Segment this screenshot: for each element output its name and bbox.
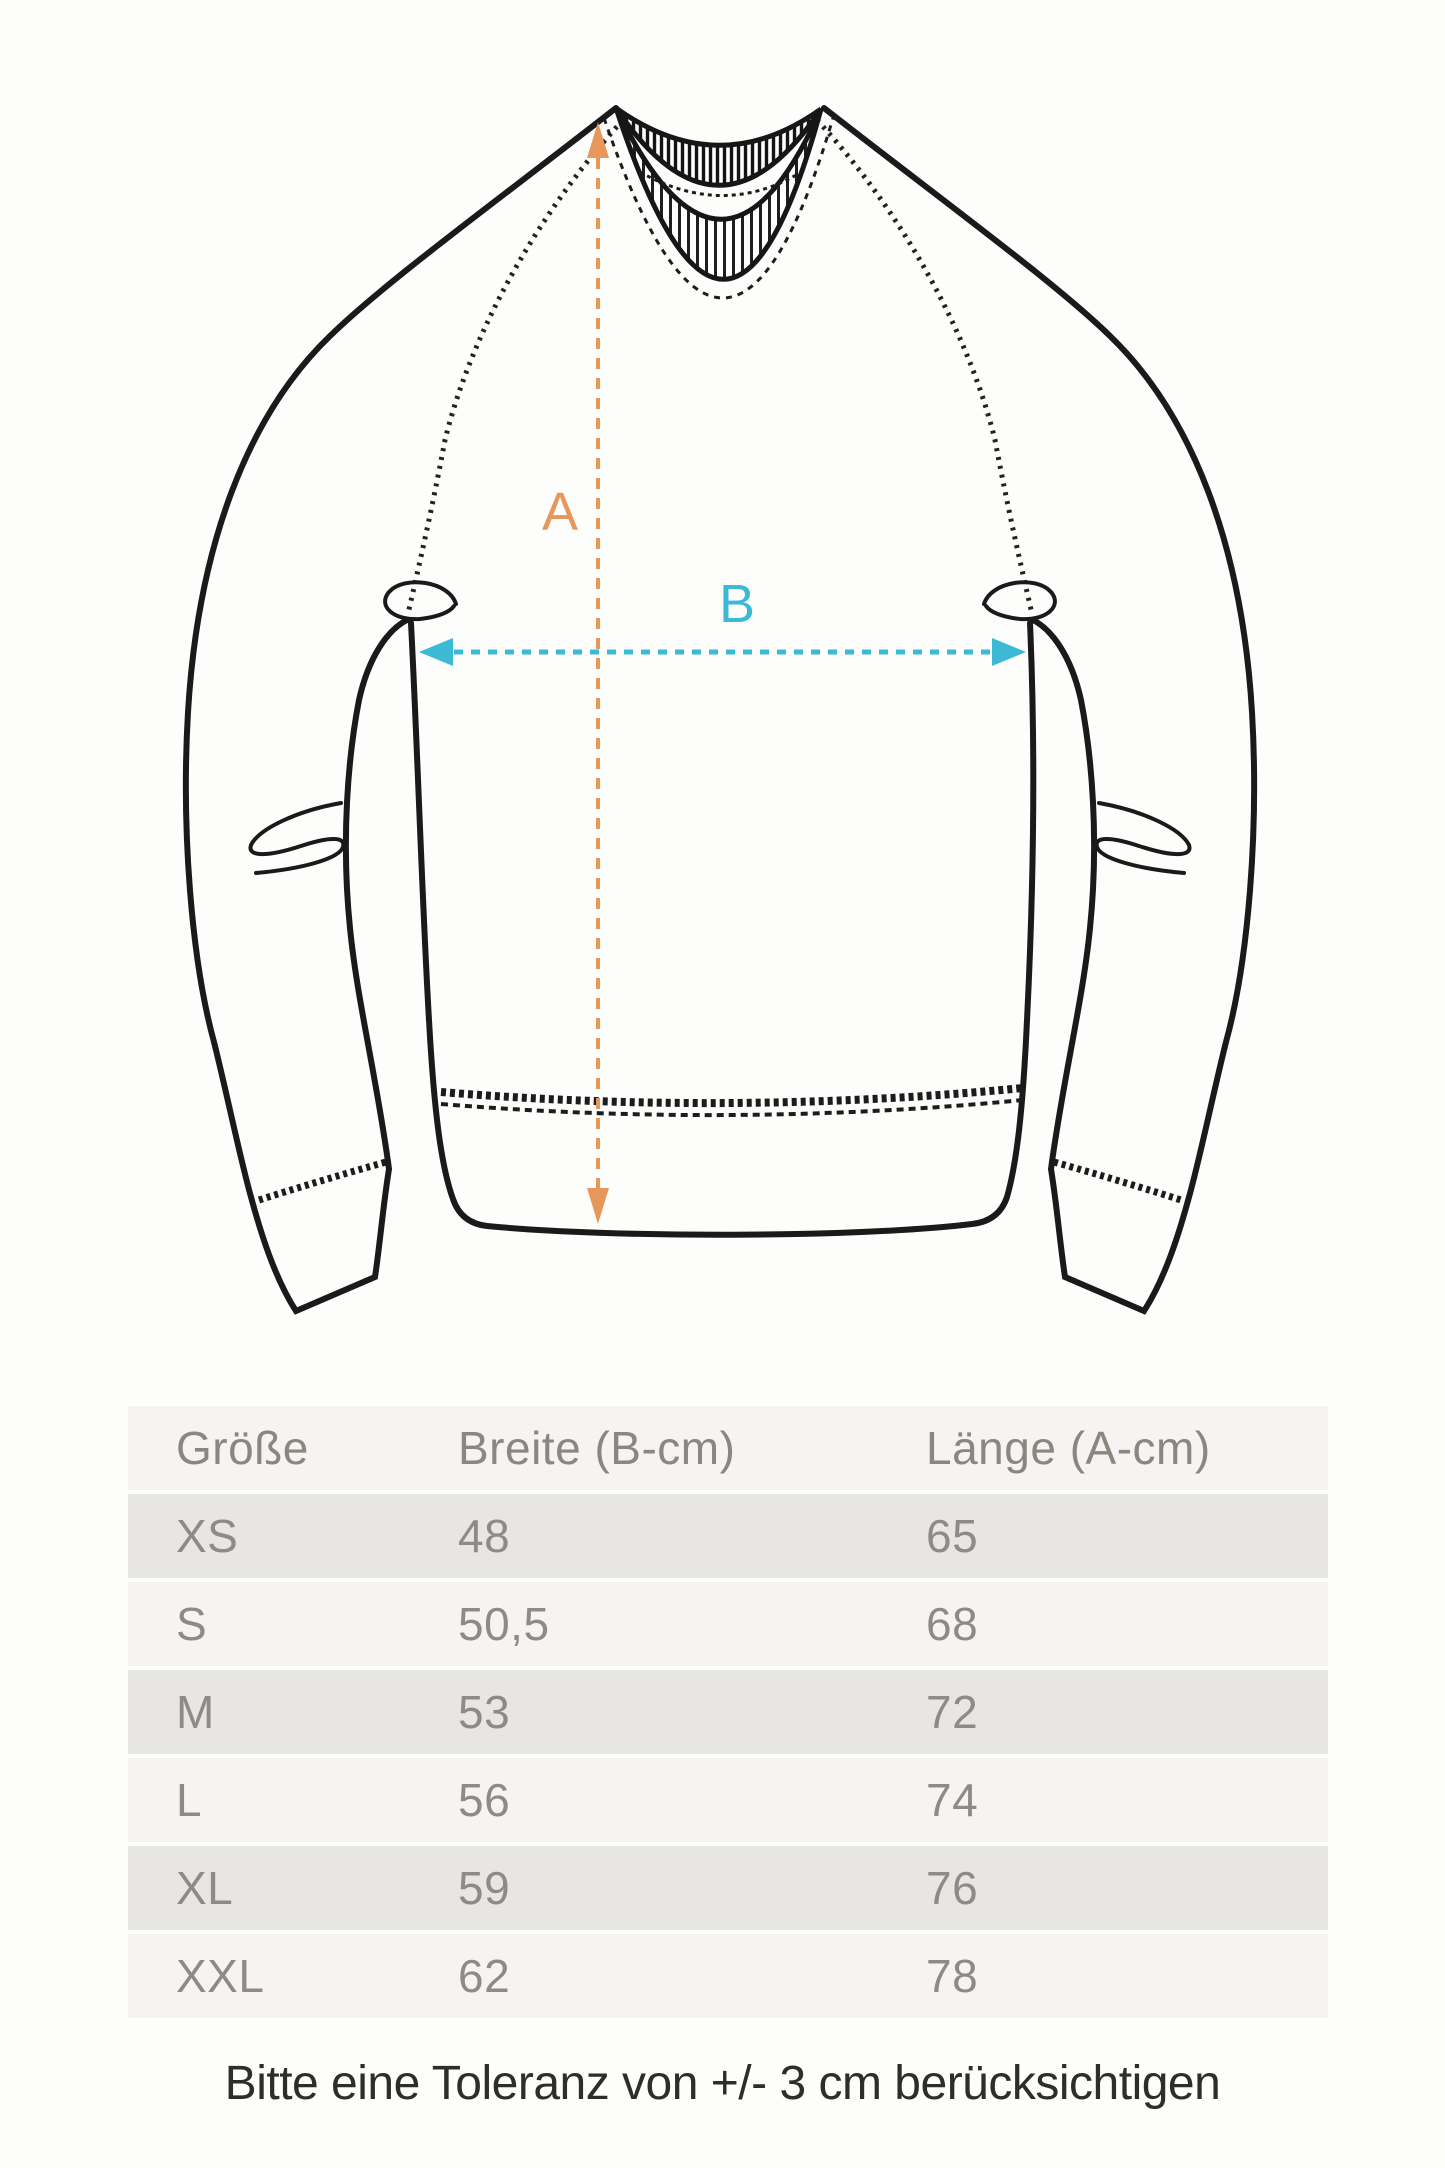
column-header-length: Länge (A-cm) — [926, 1422, 1211, 1474]
tolerance-note: Bitte eine Toleranz von +/- 3 cm berücks… — [224, 2057, 1221, 2110]
size-cell: XL — [176, 1862, 234, 1914]
hem-stitch-line-lower — [440, 1098, 1024, 1118]
width-cell: 48 — [458, 1510, 511, 1562]
table-row: S 50,5 68 — [128, 1582, 1328, 1666]
column-header-size: Größe — [176, 1422, 309, 1474]
width-cell: 59 — [458, 1862, 511, 1914]
width-cell: 50,5 — [458, 1598, 550, 1650]
measurement-b-arrow-left — [419, 638, 453, 666]
length-cell: 74 — [926, 1774, 979, 1826]
width-cell: 56 — [458, 1774, 511, 1826]
table-row: XS 48 65 — [128, 1494, 1328, 1578]
length-cell: 68 — [926, 1598, 979, 1650]
measurement-a-arrow-bottom — [587, 1188, 609, 1224]
width-cell: 62 — [458, 1950, 511, 2002]
table-row: M 53 72 — [128, 1670, 1328, 1754]
left-armpit-curl — [383, 580, 458, 622]
sweater-right-sleeve-outline — [821, 105, 1258, 1315]
left-cuff-stitch — [257, 1158, 387, 1204]
right-armpit-curl — [982, 580, 1057, 622]
length-cell: 78 — [926, 1950, 979, 2002]
size-cell: XS — [176, 1510, 239, 1562]
table-row: XL 59 76 — [128, 1846, 1328, 1930]
measurement-a-arrow-top — [587, 122, 609, 158]
collar-inner-stitch — [639, 170, 799, 197]
right-elbow-wrinkle — [1094, 801, 1192, 875]
length-cell: 72 — [926, 1686, 979, 1738]
column-header-width: Breite (B-cm) — [458, 1422, 736, 1474]
size-cell: M — [176, 1686, 215, 1738]
table-row: XXL 62 78 — [128, 1934, 1328, 2018]
collar-front-band — [613, 106, 824, 282]
size-cell: S — [176, 1598, 208, 1650]
hem-stitch-line — [440, 1084, 1024, 1108]
right-cuff-stitch — [1053, 1158, 1183, 1204]
measurement-a-label: A — [542, 482, 578, 542]
measurement-b-arrow-right — [992, 638, 1026, 666]
sweater-left-sleeve-outline — [182, 105, 619, 1315]
measurement-b-label: B — [719, 574, 755, 634]
size-table-header-row: Größe Breite (B-cm) Länge (A-cm) — [128, 1406, 1328, 1490]
size-table: Größe Breite (B-cm) Länge (A-cm) XS 48 6… — [128, 1406, 1328, 2018]
length-cell: 76 — [926, 1862, 979, 1914]
size-cell: L — [176, 1774, 203, 1826]
sweater-body-outline — [408, 620, 1037, 1238]
sweatshirt-measurement-diagram: A B — [182, 105, 1258, 1315]
left-armhole-seam — [405, 118, 625, 615]
table-row: L 56 74 — [128, 1758, 1328, 1842]
length-cell: 65 — [926, 1510, 979, 1562]
left-elbow-wrinkle — [248, 801, 346, 875]
width-cell: 53 — [458, 1686, 511, 1738]
size-cell: XXL — [176, 1950, 265, 2002]
right-armhole-seam — [815, 118, 1035, 615]
